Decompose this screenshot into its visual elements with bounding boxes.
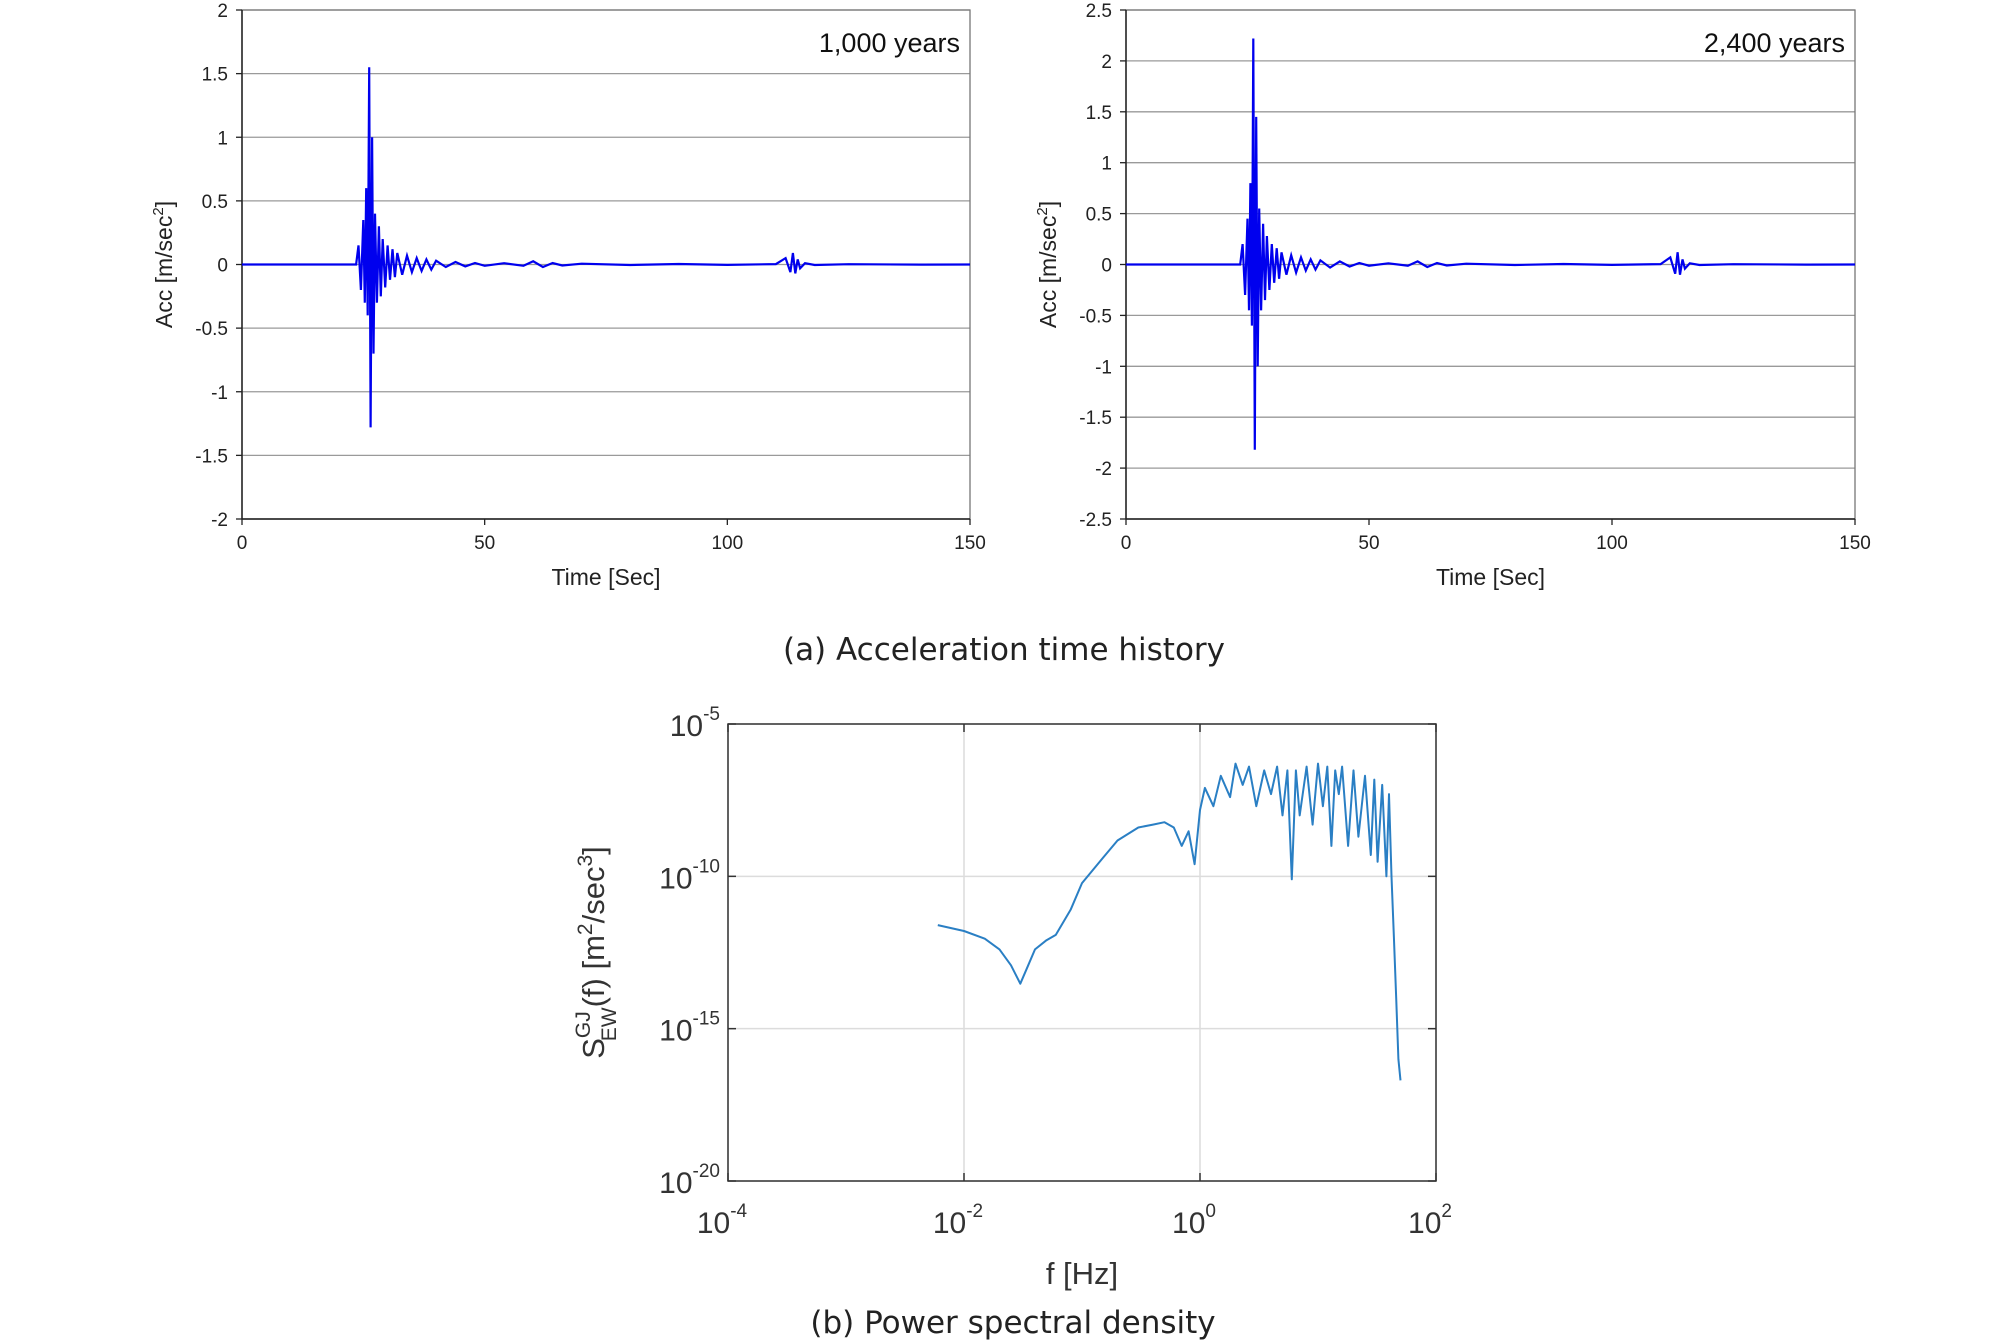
y-label-unit-sup: 3 [574,855,597,867]
y-tick-label: -1 [211,383,228,404]
x-tick-exp: 2 [1441,1201,1452,1222]
y-tick-label: 0 [1101,256,1112,277]
y-tick-label: -2 [211,510,228,531]
x-tick-exp: -2 [966,1201,983,1222]
x-tick-label: 102 [1408,1201,1452,1240]
series-line [1126,38,1856,450]
y-tick-label: 10-15 [659,1009,720,1048]
series-line [242,67,971,428]
acceleration-chart-2400-years: -2.5 -2 -1.5 -1 -0.5 0 0.5 1 1.5 2 2.5 0 50 100 150 2,4… [1034,1,1871,590]
x-tick-base: 10 [1172,1207,1205,1240]
y-tick-label: 1 [1101,154,1112,175]
y-label-sub: EW [598,1007,621,1041]
y-axis-label: Acc [m/sec2] [150,201,177,328]
y-axis-label-main: Acc [m/sec [151,216,177,328]
y-tick-label: 2 [217,1,228,22]
x-axis-label: Time [Sec] [551,564,660,590]
y-axis-label: SGJ EW(f) [m2/sec3] [572,846,621,1059]
y-axis-label-main: Acc [m/sec [1035,216,1061,328]
x-tick-exp: -4 [730,1201,747,1222]
y-tick-label: -1 [1095,357,1112,378]
y-tick-base: 10 [659,862,692,895]
plot-frame [727,723,1437,1182]
return-period-label: 1,000 years [819,28,960,58]
x-tick-label: 10-4 [697,1201,748,1240]
y-tick-exp: -5 [703,704,720,725]
y-tick-label: -1.5 [1079,408,1112,429]
y-label-sup: GJ [572,1011,595,1038]
y-tick-label: -2 [1095,459,1112,480]
acceleration-chart-1000-years: -2 -1.5 -1 -0.5 0 0.5 1 1.5 2 0 50 100 150 1,000 year… [150,1,986,590]
y-tick-base: 10 [670,710,703,743]
y-tick-label: 2 [1101,52,1112,73]
caption-a: (a) Acceleration time history [783,632,1225,668]
y-axis-label-sup: 2 [1034,207,1051,215]
y-tick-label: -2.5 [1079,510,1112,531]
y-tick-base: 10 [659,1015,692,1048]
x-tick-label: 0 [237,533,248,554]
x-tick-label: 10-2 [933,1201,983,1240]
y-tick-label: -1.5 [195,446,228,467]
x-tick-label: 50 [474,533,495,554]
y-tick-label: -0.5 [195,319,228,340]
y-tick-exp: -10 [693,856,720,877]
caption-b: (b) Power spectral density [810,1305,1215,1341]
y-tick-exp: -15 [693,1009,720,1030]
y-axis-label: Acc [m/sec2] [1034,201,1061,328]
x-tick-exp: 0 [1205,1201,1216,1222]
y-tick-label: 10-20 [659,1161,720,1200]
y-tick-label: 2.5 [1086,1,1112,22]
x-axis-label: f [Hz] [1046,1256,1118,1291]
x-tick-label: 100 [1172,1201,1216,1240]
x-tick-label: 100 [1596,533,1628,554]
y-tick-label: 1 [217,128,228,149]
x-tick-label: 50 [1358,533,1379,554]
y-tick-label: -0.5 [1079,306,1112,327]
y-axis-label-sup: 2 [150,207,167,215]
y-label-mid: /sec [576,867,611,924]
x-axis-label: Time [Sec] [1436,564,1545,590]
x-tick-label: 100 [711,533,743,554]
y-tick-label: 10-5 [670,704,720,743]
y-axis-label-end: ] [151,201,177,207]
y-tick-label: 1.5 [202,65,228,86]
y-tick-label: 10-10 [659,856,720,895]
x-tick-base: 10 [933,1207,966,1240]
x-tick-label: 150 [1839,533,1871,554]
y-tick-label: 1.5 [1086,103,1112,124]
y-tick-label: 0.5 [202,192,228,213]
y-tick-exp: -20 [693,1161,720,1182]
y-tick-base: 10 [659,1167,692,1200]
y-label-rest: (f) [m [576,935,611,1007]
y-tick-label: 0 [217,256,228,277]
x-tick-label: 0 [1121,533,1132,554]
y-label-close: ] [576,846,611,855]
y-tick-label: 0.5 [1086,205,1112,226]
x-tick-base: 10 [697,1207,730,1240]
psd-series-line [937,762,1402,1081]
x-tick-base: 10 [1408,1207,1441,1240]
y-label-main: S [576,1038,611,1059]
y-axis-label-end: ] [1035,201,1061,207]
x-tick-label: 150 [954,533,986,554]
return-period-label: 2,400 years [1704,28,1845,58]
y-label-unit-sup: 2 [574,923,597,935]
